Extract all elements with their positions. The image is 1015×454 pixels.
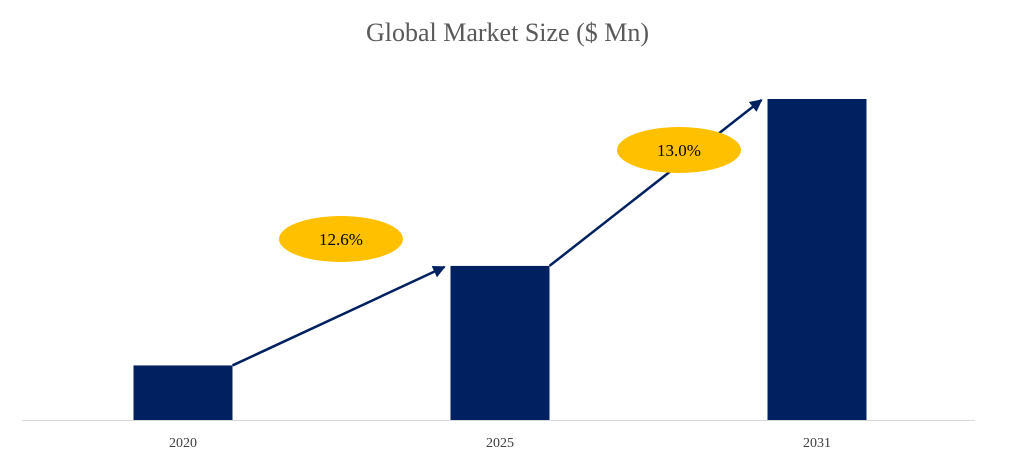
growth-arrow-2020-2025 (231, 265, 446, 367)
bar-2020 (133, 365, 233, 420)
growth-arrow-2025-2031 (548, 99, 763, 267)
x-tick-label-2025: 2025 (486, 436, 514, 451)
bar-2025 (450, 265, 550, 420)
cagr-label-2020-2025: 12.6% (319, 230, 363, 249)
cagr-badge-2025-2031 (617, 127, 741, 173)
cagr-badge-2020-2025 (279, 216, 403, 262)
x-tick-label-2020: 2020 (169, 436, 197, 451)
bar-2031 (767, 99, 867, 420)
cagr-label-2025-2031: 13.0% (657, 141, 701, 160)
x-tick-label-2031: 2031 (803, 436, 831, 451)
chart-title: Global Market Size ($ Mn) (365, 18, 650, 47)
